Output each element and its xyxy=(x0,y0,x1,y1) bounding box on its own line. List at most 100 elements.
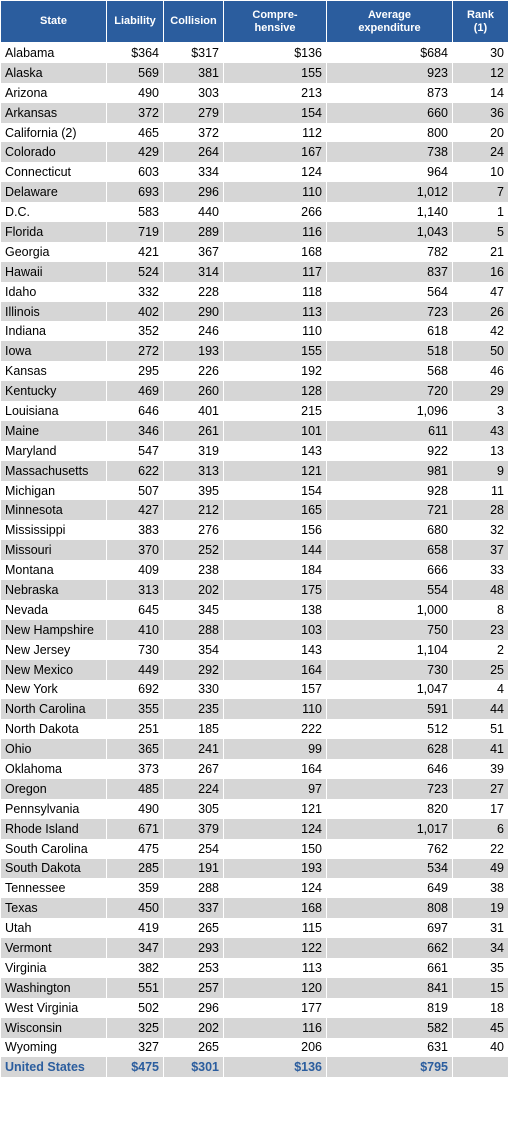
table-cell: 1,140 xyxy=(326,202,453,223)
table-row: North Dakota 251 185 222 512 51 xyxy=(0,719,508,740)
table-cell: 16 xyxy=(452,261,508,282)
table-cell: 873 xyxy=(326,82,453,103)
table-row: Minnesota 427 212 165 721 28 xyxy=(0,500,508,521)
table-cell: Alaska xyxy=(0,62,107,83)
table-cell: 518 xyxy=(326,341,453,362)
table-cell: 41 xyxy=(452,739,508,760)
table-cell: 235 xyxy=(163,699,224,720)
table-cell: 719 xyxy=(106,222,164,242)
table-row: Maine 346 261 101 611 43 xyxy=(0,420,508,441)
table-cell: 113 xyxy=(223,301,327,322)
table-cell: 359 xyxy=(106,878,164,899)
table-cell: 46 xyxy=(452,361,508,382)
table-cell: 238 xyxy=(163,560,224,581)
table-cell: Maine xyxy=(0,420,107,441)
table-row: Oregon 485 224 97 723 27 xyxy=(0,778,508,799)
table-cell: Hawaii xyxy=(0,261,107,282)
table-cell: 43 xyxy=(452,420,508,441)
table-cell: West Virginia xyxy=(0,997,107,1018)
table-cell: 17 xyxy=(452,798,508,819)
table-cell: Alabama xyxy=(0,42,107,63)
table-cell: 124 xyxy=(223,818,327,839)
table-cell: 3 xyxy=(452,401,508,421)
table-row: New Mexico 449 292 164 730 25 xyxy=(0,659,508,680)
table-cell: 13 xyxy=(452,440,508,461)
table-cell: 964 xyxy=(326,162,453,183)
table-cell: 720 xyxy=(326,381,453,402)
table-cell: 167 xyxy=(223,142,327,163)
table-cell: 730 xyxy=(106,639,164,660)
table-cell: 372 xyxy=(106,102,164,123)
table-cell: 568 xyxy=(326,361,453,382)
table-cell: Louisiana xyxy=(0,401,107,421)
table-row: United States $475 $301 $136 $795 xyxy=(0,1057,508,1078)
table-cell: Utah xyxy=(0,918,107,939)
table-cell: 721 xyxy=(326,500,453,521)
table-cell: 193 xyxy=(223,858,327,879)
table-row: Maryland 547 319 143 922 13 xyxy=(0,440,508,461)
table-cell: 27 xyxy=(452,778,508,799)
column-header: Rank (1) xyxy=(452,0,508,43)
table-row: Illinois 402 290 113 723 26 xyxy=(0,301,508,322)
table-cell: South Carolina xyxy=(0,838,107,859)
table-cell: 611 xyxy=(326,420,453,441)
table-cell: 569 xyxy=(106,62,164,83)
table-row: Oklahoma 373 267 164 646 39 xyxy=(0,759,508,779)
table-cell: Connecticut xyxy=(0,162,107,183)
table-row: Ohio 365 241 99 628 41 xyxy=(0,739,508,760)
table-cell: Texas xyxy=(0,898,107,919)
table-cell: 395 xyxy=(163,480,224,501)
header-text: expenditure xyxy=(358,21,421,34)
table-cell: 22 xyxy=(452,838,508,859)
table-cell: 157 xyxy=(223,679,327,700)
table-cell: 144 xyxy=(223,540,327,561)
table-cell: 383 xyxy=(106,520,164,541)
table-cell: 212 xyxy=(163,500,224,521)
table-cell: 12 xyxy=(452,62,508,83)
table-cell: 150 xyxy=(223,838,327,859)
table-cell: 666 xyxy=(326,560,453,581)
table-cell: 155 xyxy=(223,341,327,362)
table-cell: 352 xyxy=(106,321,164,342)
table-cell: 15 xyxy=(452,977,508,998)
header-text: hensive xyxy=(254,21,296,34)
column-header: Compre-hensive xyxy=(223,0,327,43)
table-cell: 334 xyxy=(163,162,224,183)
column-header: Liability xyxy=(106,0,164,43)
table-cell: 31 xyxy=(452,918,508,939)
table-cell: 661 xyxy=(326,957,453,978)
table-cell: 401 xyxy=(163,401,224,421)
table-cell: 34 xyxy=(452,938,508,958)
table-cell: 337 xyxy=(163,898,224,919)
table-cell: 116 xyxy=(223,1017,327,1038)
table-cell: 25 xyxy=(452,659,508,680)
table-cell: 192 xyxy=(223,361,327,382)
table-cell: 507 xyxy=(106,480,164,501)
table-cell: 24 xyxy=(452,142,508,163)
table-row: D.C. 583 440 266 1,140 1 xyxy=(0,202,508,223)
table-cell: 346 xyxy=(106,420,164,441)
table-cell: 534 xyxy=(326,858,453,879)
table-cell: 28 xyxy=(452,500,508,521)
table-row: Iowa 272 193 155 518 50 xyxy=(0,341,508,362)
table-cell: 327 xyxy=(106,1037,164,1058)
table-cell: 115 xyxy=(223,918,327,939)
table-row: Missouri 370 252 144 658 37 xyxy=(0,540,508,561)
table-cell: 680 xyxy=(326,520,453,541)
table-cell: 99 xyxy=(223,739,327,760)
table-row: Connecticut 603 334 124 964 10 xyxy=(0,162,508,183)
table-cell: 164 xyxy=(223,759,327,779)
table-cell: 20 xyxy=(452,122,508,143)
table-cell: 465 xyxy=(106,122,164,143)
table-row: Delaware 693 296 110 1,012 7 xyxy=(0,182,508,203)
table-cell: 314 xyxy=(163,261,224,282)
table-cell: 37 xyxy=(452,540,508,561)
table-cell: 421 xyxy=(106,241,164,262)
table-row: Nevada 645 345 138 1,000 8 xyxy=(0,599,508,620)
table-cell: 449 xyxy=(106,659,164,680)
table-row: Washington 551 257 120 841 15 xyxy=(0,977,508,998)
table-cell: 168 xyxy=(223,241,327,262)
table-cell: 1,096 xyxy=(326,401,453,421)
table-row: Kentucky 469 260 128 720 29 xyxy=(0,381,508,402)
table-cell: 981 xyxy=(326,460,453,481)
